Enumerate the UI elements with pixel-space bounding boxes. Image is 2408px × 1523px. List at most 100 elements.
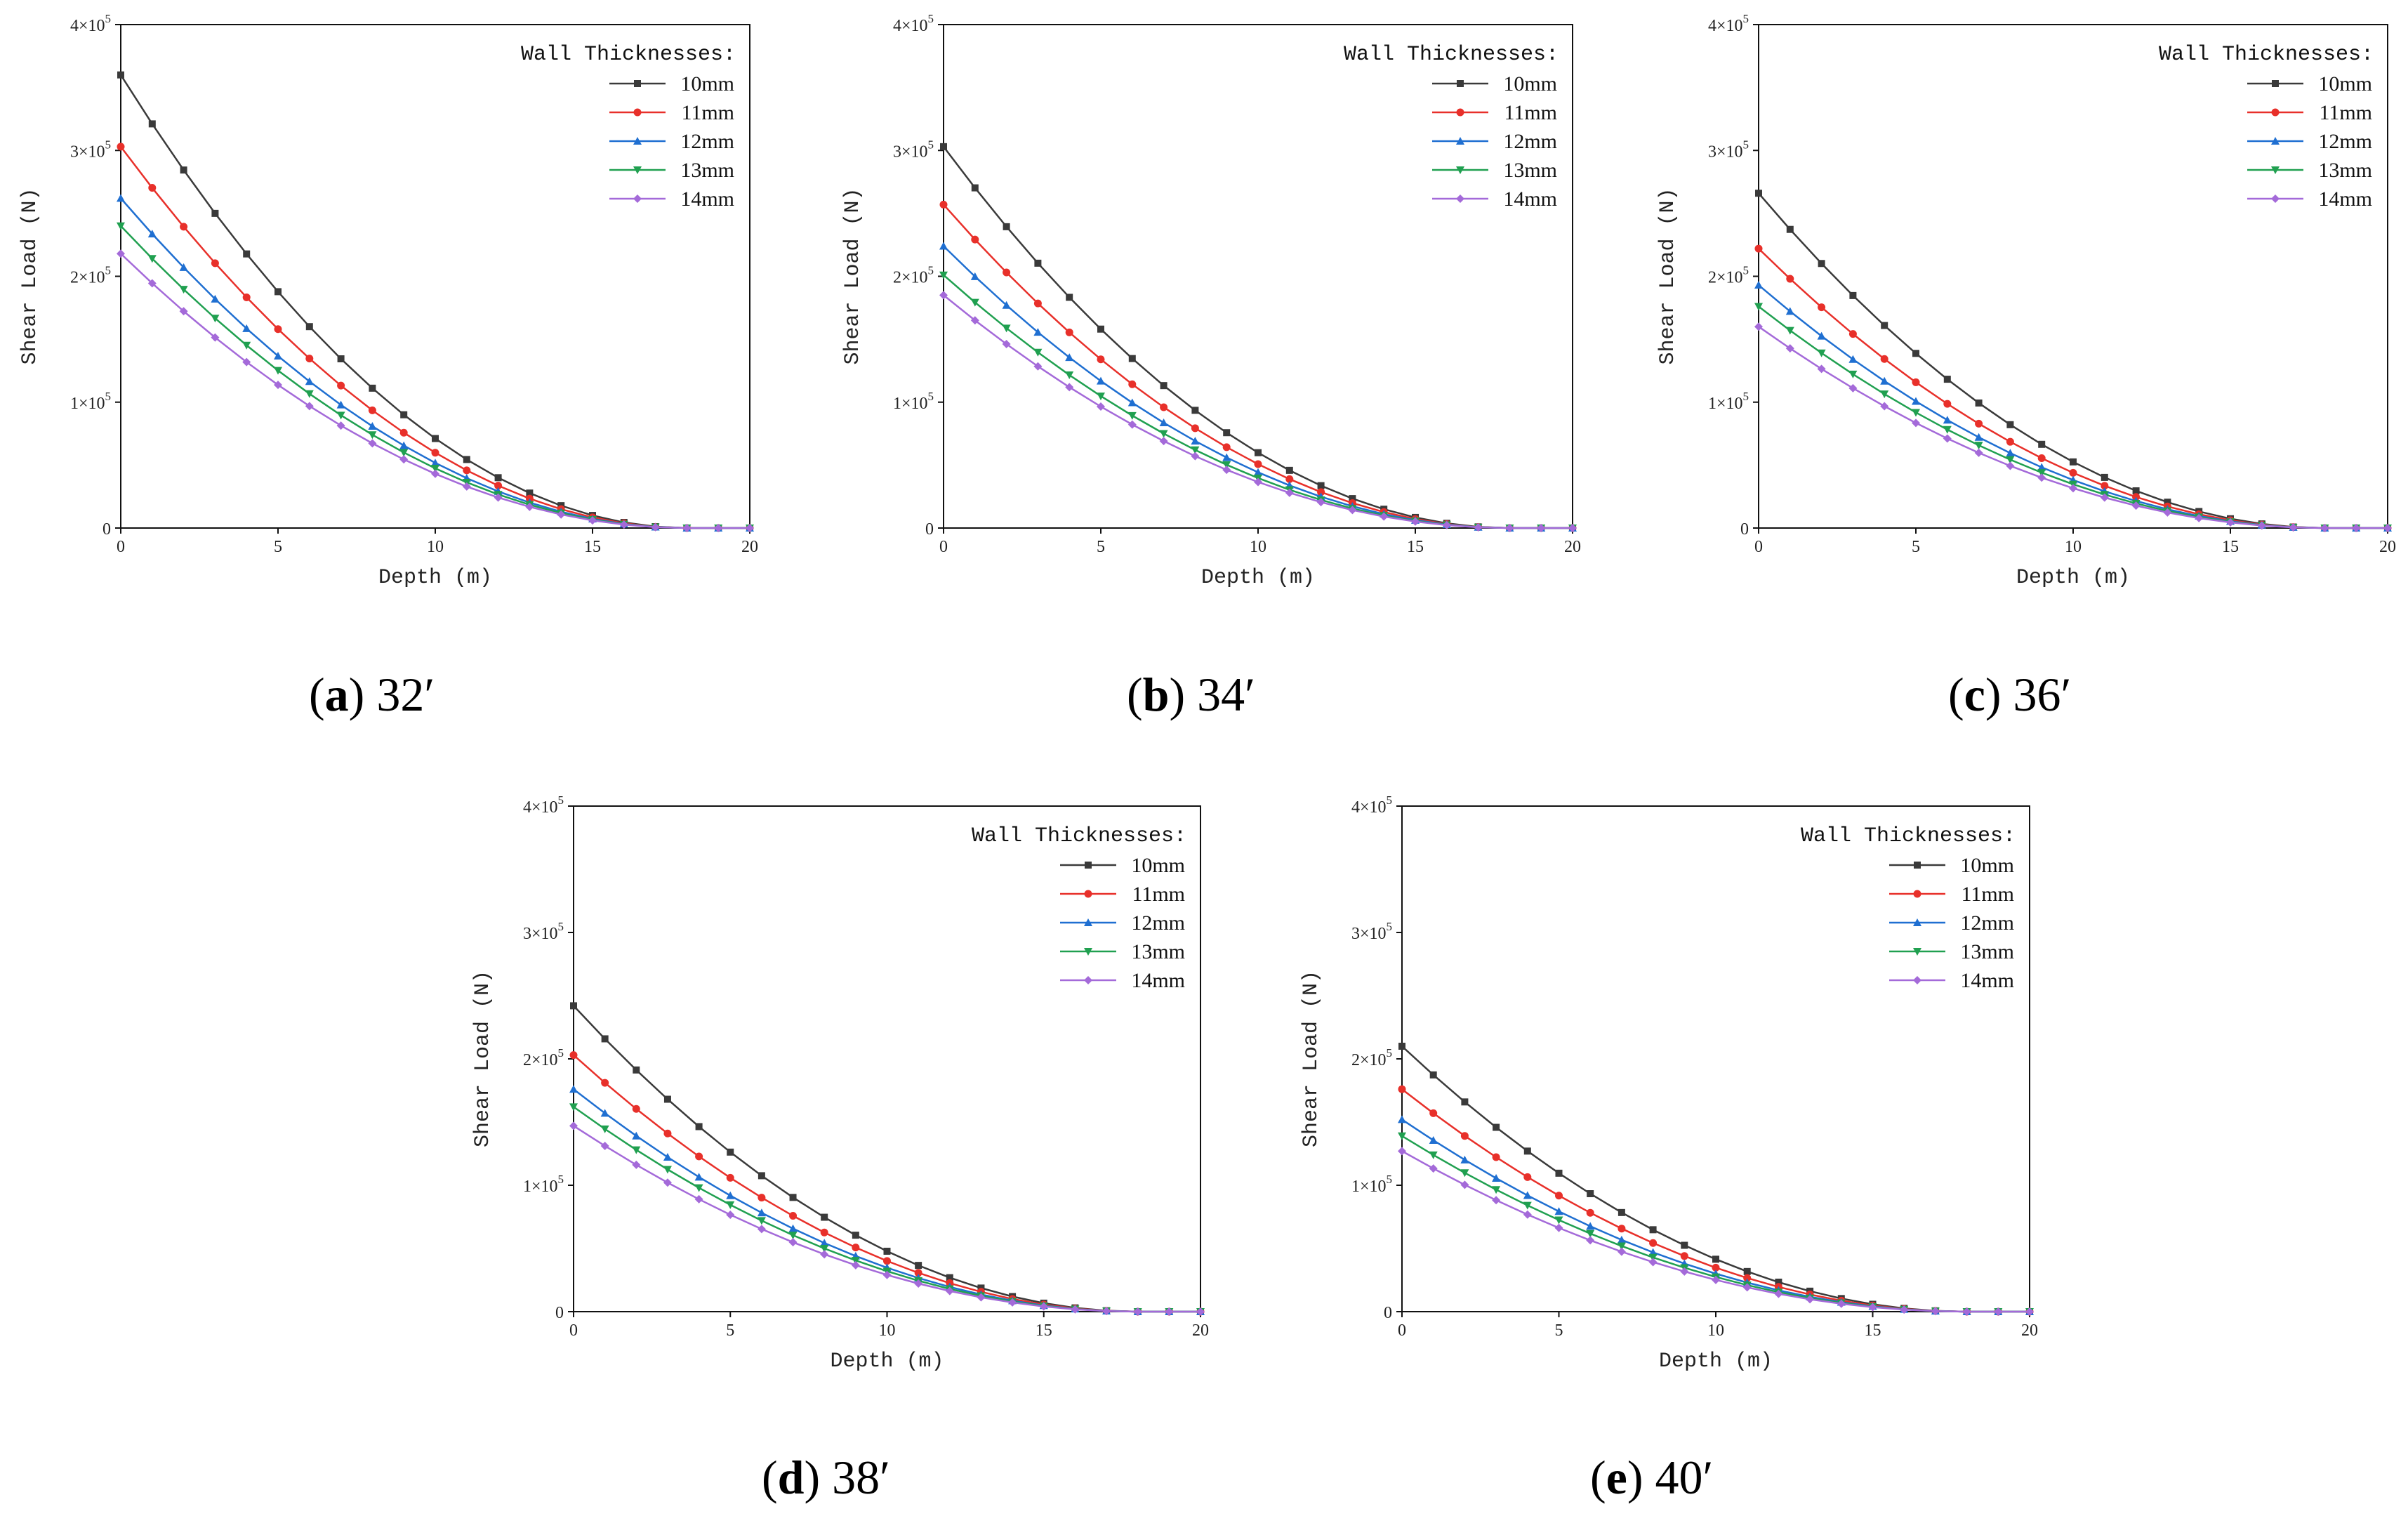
data-point-10mm: [633, 1066, 640, 1074]
data-point-14mm: [1442, 520, 1451, 529]
data-point-14mm: [632, 1160, 641, 1169]
series-12mm: [569, 1085, 1205, 1315]
data-point-12mm: [757, 1208, 766, 1217]
data-point-14mm: [619, 520, 628, 529]
data-point-12mm: [632, 1131, 641, 1140]
data-point-14mm: [117, 249, 125, 258]
data-point-14mm: [1648, 1258, 1658, 1267]
data-point-11mm: [1523, 1173, 1532, 1181]
data-point-13mm: [1222, 461, 1231, 469]
data-point-14mm: [1133, 1307, 1142, 1316]
data-point-12mm: [1222, 453, 1231, 461]
caption-letter: e: [1606, 1451, 1627, 1504]
data-point-10mm: [1818, 260, 1825, 268]
data-point-14mm: [569, 1121, 578, 1130]
data-point-11mm: [1285, 475, 1294, 483]
data-point-12mm: [1398, 1115, 1406, 1123]
data-point-11mm: [1160, 403, 1168, 411]
data-point-12mm: [663, 1153, 672, 1161]
data-point-11mm: [1975, 419, 1983, 428]
legend: Wall Thicknesses: 10mm 11mm 12mm 13mm 14mm: [972, 824, 1186, 992]
y-axis-title: Shear Load (N): [841, 187, 865, 364]
y-tick-label: 2×105: [1351, 1046, 1392, 1069]
data-point-11mm: [789, 1212, 798, 1220]
data-point-11mm: [305, 355, 314, 363]
data-point-11mm: [1398, 1085, 1406, 1093]
data-point-14mm: [788, 1238, 798, 1247]
data-point-14mm: [1754, 322, 1763, 331]
data-point-14mm: [1033, 362, 1043, 371]
data-point-10mm: [727, 1148, 734, 1156]
caption-prefix: (: [762, 1451, 778, 1504]
y-tick-label: 1×105: [70, 390, 111, 413]
data-point-14mm: [431, 469, 439, 478]
data-point-14mm: [1127, 420, 1137, 429]
data-point-10mm: [1461, 1098, 1469, 1106]
data-point-13mm: [726, 1201, 735, 1209]
data-point-11mm: [337, 381, 345, 390]
data-point-10mm: [463, 456, 470, 463]
data-point-12mm: [1033, 328, 1043, 336]
y-tick-label: 4×105: [70, 12, 111, 35]
data-point-10mm: [1881, 322, 1888, 329]
data-point-12mm: [1912, 397, 1920, 405]
y-tick-label: 3×105: [893, 138, 934, 161]
legend-label-12mm: 12mm: [680, 130, 734, 153]
x-tick-label: 10: [879, 1321, 896, 1340]
data-point-11mm: [1555, 1192, 1563, 1200]
series-14mm: [117, 249, 754, 532]
data-point-13mm: [1974, 442, 1983, 450]
series-12mm: [117, 194, 754, 532]
legend-label-10mm: 10mm: [1503, 72, 1557, 95]
data-point-11mm: [1586, 1208, 1594, 1217]
data-point-10mm: [1618, 1208, 1625, 1216]
data-point-10mm: [789, 1194, 797, 1201]
data-point-14mm: [820, 1250, 829, 1259]
data-point-11mm: [569, 1051, 578, 1060]
data-point-11mm: [1818, 303, 1826, 312]
legend-marker-12mm: [1456, 137, 1464, 145]
data-point-14mm: [1254, 477, 1262, 487]
legend-marker-14mm: [1456, 195, 1464, 203]
data-point-12mm: [1554, 1207, 1563, 1215]
legend-marker-10mm: [1914, 862, 1921, 869]
data-point-12mm: [399, 441, 409, 449]
data-point-14mm: [1712, 1275, 1720, 1284]
data-point-14mm: [2226, 518, 2235, 527]
data-point-13mm: [117, 222, 125, 230]
data-point-14mm: [1848, 383, 1858, 393]
caption-text: 36′: [2001, 668, 2072, 721]
data-point-14mm: [1165, 1307, 1174, 1316]
data-point-13mm: [1586, 1229, 1595, 1238]
data-point-12mm: [939, 242, 948, 250]
y-tick-label: 1×105: [1708, 390, 1749, 413]
data-point-10mm: [2164, 499, 2171, 506]
data-point-12mm: [179, 263, 188, 271]
data-point-11mm: [663, 1129, 672, 1138]
legend-marker-10mm: [634, 80, 641, 87]
legend-marker-13mm: [2271, 166, 2280, 174]
data-point-10mm: [1587, 1190, 1594, 1197]
series-13mm: [1398, 1132, 2034, 1316]
y-tick-label: 4×105: [893, 12, 934, 35]
data-point-11mm: [1065, 328, 1073, 336]
legend: Wall Thicknesses: 10mm 11mm 12mm 13mm 14mm: [1344, 43, 1559, 211]
data-point-11mm: [1712, 1263, 1720, 1272]
data-point-14mm: [2383, 524, 2392, 532]
y-axis-title: Shear Load (N): [1299, 970, 1323, 1147]
data-point-14mm: [1505, 524, 1514, 532]
data-point-14mm: [2257, 521, 2266, 530]
caption-c: (c) 36′: [1948, 667, 2071, 723]
x-tick-label: 15: [1407, 538, 1424, 556]
data-point-10mm: [915, 1262, 922, 1270]
data-point-14mm: [1837, 1299, 1846, 1308]
legend-label-11mm: 11mm: [2319, 101, 2372, 124]
data-point-10mm: [1743, 1267, 1751, 1275]
data-point-13mm: [1159, 430, 1168, 438]
data-point-14mm: [1285, 488, 1294, 497]
data-point-14mm: [1680, 1267, 1689, 1276]
data-point-14mm: [2069, 484, 2077, 493]
data-point-13mm: [851, 1257, 860, 1265]
data-point-12mm: [569, 1085, 578, 1093]
data-point-11mm: [758, 1194, 766, 1202]
